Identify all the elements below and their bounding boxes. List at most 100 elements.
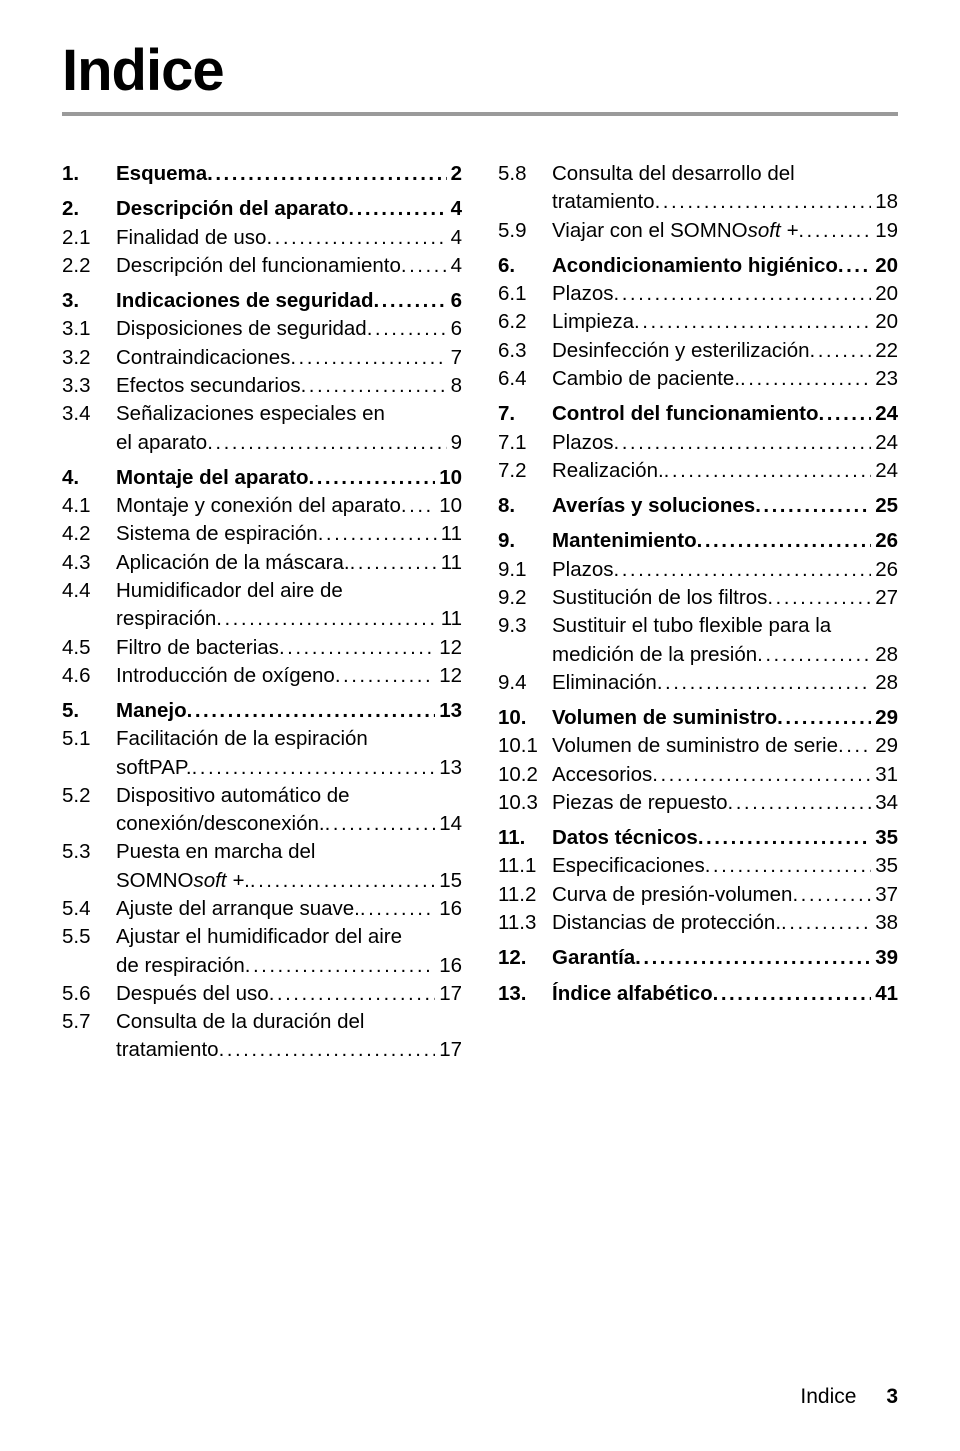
toc-label: Eliminación <box>552 669 657 697</box>
toc-number: 4.1 <box>62 492 116 520</box>
toc-leader-dots: ........................................… <box>757 641 871 669</box>
toc-number: 4.3 <box>62 549 116 577</box>
toc-entry: 4.5Filtro de bacterias .................… <box>62 634 462 662</box>
toc-label-wrap: Montaje y conexión del aparato .........… <box>116 492 462 520</box>
toc-label-wrap: Limpieza ...............................… <box>552 308 898 336</box>
toc-label: Distancias de protección. <box>552 909 781 937</box>
toc-leader-dots: ........................................… <box>614 556 872 584</box>
toc-label: Dispositivo automático de <box>116 782 462 810</box>
toc-number: 3.3 <box>62 372 116 400</box>
footer-page-number: 3 <box>886 1385 898 1408</box>
toc-label-wrap: Después del uso ........................… <box>116 980 462 1008</box>
toc-label-wrap: Mantenimiento ..........................… <box>552 527 898 555</box>
toc-page: 13 <box>435 754 462 782</box>
toc-label: Volumen de suministro <box>552 704 777 732</box>
toc-label: Garantía <box>552 944 635 972</box>
toc-label-wrap: Puesta en marcha delSOMNOsoft +. .......… <box>116 838 462 895</box>
toc-leader-dots: ........................................… <box>655 188 872 216</box>
toc-entry: 13.Índice alfabético ...................… <box>498 980 898 1008</box>
toc-entry: 10.3Piezas de repuesto .................… <box>498 789 898 817</box>
toc-label-wrap: Control del funcionamiento .............… <box>552 400 898 428</box>
toc-number: 3.4 <box>62 400 116 428</box>
toc-entry: 12.Garantía ............................… <box>498 944 898 972</box>
toc-label: Sustitución de los filtros <box>552 584 767 612</box>
toc-number: 8. <box>498 492 552 520</box>
toc-number: 3.2 <box>62 344 116 372</box>
toc-page: 39 <box>871 944 898 972</box>
toc-label-wrap: Plazos .................................… <box>552 556 898 584</box>
toc-number: 4.5 <box>62 634 116 662</box>
toc-page: 9 <box>447 429 462 457</box>
toc-label-wrap: Distancias de protección. ..............… <box>552 909 898 937</box>
toc-entry: 11.Datos técnicos ......................… <box>498 824 898 852</box>
toc-label-wrap: Índice alfabético ......................… <box>552 980 898 1008</box>
toc-page: 24 <box>871 400 898 428</box>
toc-entry: 9.2Sustitución de los filtros ..........… <box>498 584 898 612</box>
toc-column-left: 1.Esquema ..............................… <box>62 160 462 1065</box>
toc-number: 11.1 <box>498 852 552 880</box>
page-footer: Indice 3 <box>800 1385 898 1409</box>
toc-page: 26 <box>871 527 898 555</box>
toc-label: softPAP. <box>116 754 192 782</box>
toc-number: 4.4 <box>62 577 116 605</box>
toc-page: 37 <box>871 881 898 909</box>
toc-page: 24 <box>871 457 898 485</box>
toc-label: Consulta de la duración del <box>116 1008 462 1036</box>
toc-label: tratamiento <box>552 188 655 216</box>
toc-entry: 3.Indicaciones de seguridad ............… <box>62 287 462 315</box>
toc-leader-dots: ........................................… <box>309 464 436 492</box>
toc-number: 1. <box>62 160 116 188</box>
toc-entry: 10.1Volumen de suministro de serie .....… <box>498 732 898 760</box>
toc-label-wrap: Sustitución de los filtros .............… <box>552 584 898 612</box>
toc-label-wrap: Averías y soluciones ...................… <box>552 492 898 520</box>
toc-label: Especificaciones <box>552 852 705 880</box>
toc-leader-dots: ........................................… <box>740 365 871 393</box>
toc-label: Señalizaciones especiales en <box>116 400 462 428</box>
toc-label-wrap: Especificaciones .......................… <box>552 852 898 880</box>
toc-number: 9. <box>498 527 552 555</box>
toc-leader-dots: ........................................… <box>245 952 435 980</box>
toc-label: Introducción de oxígeno <box>116 662 335 690</box>
toc-label: Sustituir el tubo flexible para la <box>552 612 898 640</box>
toc-entry: 10.Volumen de suministro ...............… <box>498 704 898 732</box>
toc-number: 3. <box>62 287 116 315</box>
toc-leader-dots: ........................................… <box>325 810 436 838</box>
toc-page: 2 <box>447 160 462 188</box>
toc-entry: 4.4Humidificador del aire derespiración … <box>62 577 462 634</box>
toc-column-right: 5.8Consulta del desarrollo deltratamient… <box>498 160 898 1065</box>
toc-label: Viajar con el SOMNOsoft + <box>552 217 798 245</box>
toc-leader-dots: ........................................… <box>635 944 871 972</box>
toc-columns: 1.Esquema ..............................… <box>62 160 898 1065</box>
toc-leader-dots: ........................................… <box>634 308 871 336</box>
toc-leader-dots: ........................................… <box>279 634 435 662</box>
toc-leader-dots: ........................................… <box>614 280 872 308</box>
toc-number: 9.2 <box>498 584 552 612</box>
toc-leader-dots: ........................................… <box>373 287 446 315</box>
toc-label-wrap: Filtro de bacterias ....................… <box>116 634 462 662</box>
toc-entry: 10.2Accesorios .........................… <box>498 761 898 789</box>
toc-page: 10 <box>435 492 462 520</box>
toc-page: 22 <box>871 337 898 365</box>
toc-label-wrap: Curva de presión-volumen ...............… <box>552 881 898 909</box>
toc-leader-dots: ........................................… <box>348 195 446 223</box>
toc-leader-dots: ........................................… <box>697 527 872 555</box>
toc-leader-dots: ........................................… <box>777 704 871 732</box>
toc-label: Índice alfabético <box>552 980 713 1008</box>
toc-label-wrap: Datos técnicos .........................… <box>552 824 898 852</box>
toc-label: Manejo <box>116 697 187 725</box>
toc-label: Ajuste del arranque suave. <box>116 895 360 923</box>
toc-number: 6.3 <box>498 337 552 365</box>
toc-label-wrap: Descripción del aparato ................… <box>116 195 462 223</box>
toc-leader-dots: ........................................… <box>698 824 871 852</box>
toc-number: 6.1 <box>498 280 552 308</box>
toc-entry: 6.2Limpieza ............................… <box>498 308 898 336</box>
toc-number: 5.9 <box>498 217 552 245</box>
toc-label-wrap: Sustituir el tubo flexible para lamedici… <box>552 612 898 669</box>
toc-leader-dots: ........................................… <box>713 980 872 1008</box>
toc-label: Mantenimiento <box>552 527 697 555</box>
toc-page: 41 <box>871 980 898 1008</box>
toc-page: 12 <box>435 662 462 690</box>
toc-label-wrap: Consulta del desarrollo deltratamiento .… <box>552 160 898 217</box>
toc-label-wrap: Desinfección y esterilización ..........… <box>552 337 898 365</box>
toc-label-wrap: Eliminación ............................… <box>552 669 898 697</box>
